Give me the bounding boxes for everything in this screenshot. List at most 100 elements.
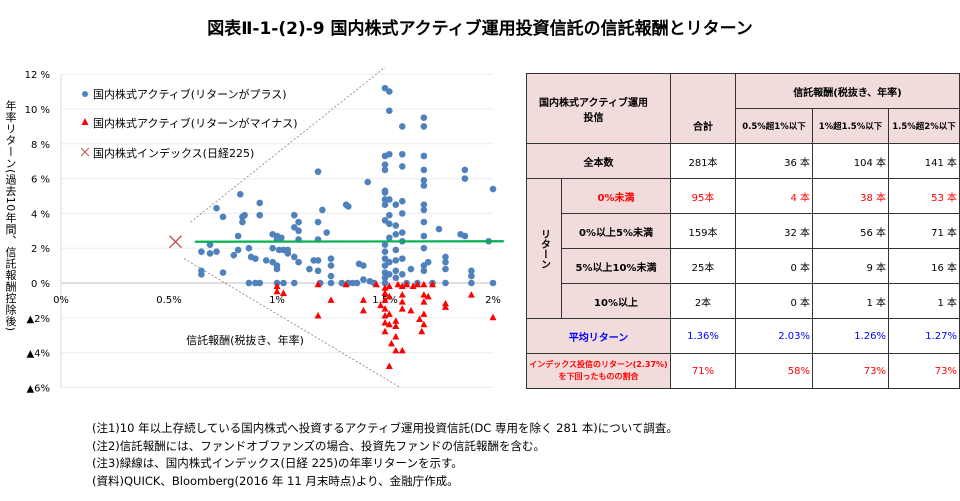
column-header: 1%超1.5%以下 [812, 108, 889, 144]
table-cell: 281本 [670, 143, 736, 179]
positive-return-point [234, 232, 242, 240]
positive-return-point [420, 182, 428, 189]
negative-return-point [420, 298, 428, 305]
row-label: 全本数 [526, 143, 671, 179]
positive-return-point [269, 244, 276, 252]
positive-return-point [323, 229, 330, 236]
positive-return-point [295, 258, 302, 266]
legend-triangle-icon [81, 118, 89, 125]
negative-return-point [381, 305, 389, 312]
table-row-0: 全本数 281本 36 本 104 本 141 本 [526, 143, 960, 179]
positive-return-point [256, 199, 264, 207]
negative-return-point [398, 298, 406, 305]
table-cell: 16 本 [888, 248, 960, 284]
note-2: (注2)信託報酬には、ファンドオブファンズの場合、投資先ファンドの信託報酬を含む… [92, 438, 546, 453]
negative-return-point [279, 289, 287, 296]
y-tick-label: 6 % [31, 175, 50, 186]
positive-return-point [381, 248, 389, 255]
positive-return-point [386, 211, 393, 219]
positive-return-point [386, 258, 393, 266]
positive-return-point [381, 189, 389, 196]
positive-return-point [386, 220, 393, 228]
negative-return-point [489, 313, 497, 321]
positive-return-point [392, 267, 400, 275]
positive-return-point [381, 201, 389, 208]
positive-return-point [284, 246, 292, 254]
negative-return-point [413, 280, 421, 288]
negative-return-point [372, 280, 380, 288]
positive-return-point [461, 166, 469, 174]
positive-return-point [461, 232, 469, 240]
positive-return-point [386, 196, 393, 203]
positive-return-point [245, 279, 253, 287]
guide-dashed-line [183, 258, 401, 388]
negative-return-point [385, 282, 393, 289]
positive-return-point [420, 218, 428, 226]
y-tick-label: 12 % [25, 70, 50, 81]
table-cell: 71 本 [888, 213, 960, 249]
positive-return-point [392, 246, 400, 254]
positive-return-point [420, 166, 428, 174]
index-point [169, 235, 182, 249]
negative-return-point [429, 280, 437, 288]
positive-return-point [420, 267, 428, 275]
negative-return-point [359, 296, 367, 303]
negative-return-point [407, 306, 415, 314]
positive-return-point [424, 258, 432, 266]
negative-return-point [381, 319, 389, 326]
positive-return-point [381, 279, 389, 287]
x-tick-label: 0% [53, 295, 69, 306]
row-label: 0%未満 [561, 178, 671, 214]
positive-return-point [219, 269, 227, 276]
table-cell: 104 本 [812, 143, 889, 179]
index-x-stroke [169, 235, 182, 249]
negative-return-point [273, 282, 281, 289]
positive-return-point [442, 253, 449, 261]
negative-return-point [314, 312, 322, 319]
negative-return-point [420, 280, 428, 288]
positive-return-point [206, 250, 214, 257]
legend-label: 国内株式アクティブ(リターンがプラス) [93, 87, 287, 101]
negative-return-point [392, 322, 400, 329]
positive-return-point [381, 166, 389, 174]
negative-return-point [424, 292, 432, 300]
positive-return-point [213, 248, 220, 255]
column-header: 合計 [670, 108, 736, 144]
positive-return-point [245, 244, 253, 252]
positive-return-point [381, 241, 389, 249]
negative-return-point [398, 282, 406, 289]
note-3: (注3)緑線は、国内株式インデックス(日経 225)の年率リターンを示す。 [92, 456, 463, 470]
table-cell: 73% [812, 353, 889, 389]
table-cell: 1.36% [670, 318, 736, 354]
positive-return-point [442, 258, 449, 266]
legend-circle-icon [82, 91, 88, 97]
negative-return-point [441, 299, 449, 307]
positive-return-point [392, 222, 400, 229]
y-tick-label: 2 % [31, 244, 50, 255]
positive-return-point [236, 190, 244, 198]
negative-return-point [392, 332, 400, 340]
positive-return-point [262, 257, 270, 264]
negative-return-point [387, 339, 395, 347]
negative-return-point [381, 284, 389, 291]
positive-return-point [290, 211, 298, 219]
negative-return-point [327, 296, 335, 303]
negative-return-point [385, 310, 393, 317]
positive-return-point [386, 150, 393, 158]
negative-return-point [314, 280, 322, 288]
positive-return-point [420, 177, 428, 184]
table-row: 国内株式アクティブ運用投信 信託報酬(税抜き、年率) [526, 73, 960, 144]
positive-return-point [420, 244, 428, 252]
row-label: 0%以上5%未満 [561, 213, 671, 249]
figure-title: 図表Ⅱ-1-(2)-9 国内株式アクティブ運用投資信託の信託報酬とリターン [207, 19, 753, 39]
positive-return-point [398, 123, 406, 130]
positive-return-point [278, 234, 285, 242]
y-tick-label: ▲6% [26, 383, 50, 394]
positive-return-point [407, 265, 415, 273]
positive-return-point [392, 274, 400, 282]
positive-return-point [295, 227, 302, 235]
table-cell: 0 本 [735, 248, 813, 284]
negative-return-point [381, 289, 389, 296]
negative-return-point [420, 310, 428, 317]
negative-return-point [381, 296, 389, 303]
